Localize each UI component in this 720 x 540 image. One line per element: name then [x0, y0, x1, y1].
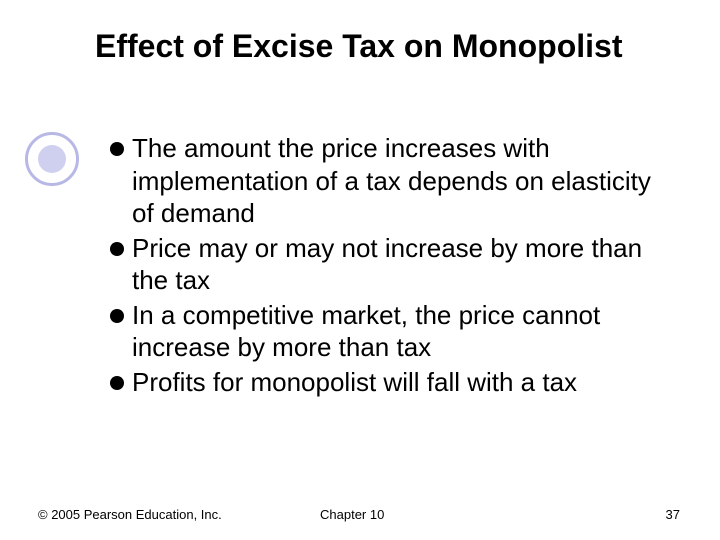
- list-item: Price may or may not increase by more th…: [110, 232, 670, 297]
- bullet-text: Price may or may not increase by more th…: [132, 232, 670, 297]
- footer-page: 37: [666, 507, 680, 522]
- list-item: In a competitive market, the price canno…: [110, 299, 670, 364]
- bullet-icon: [110, 309, 124, 323]
- bullet-text: The amount the price increases with impl…: [132, 132, 670, 230]
- slide: Effect of Excise Tax on Monopolist The a…: [0, 0, 720, 540]
- bullet-text: In a competitive market, the price canno…: [132, 299, 670, 364]
- list-item: Profits for monopolist will fall with a …: [110, 366, 670, 399]
- bullet-icon: [110, 242, 124, 256]
- bullet-list: The amount the price increases with impl…: [110, 132, 670, 400]
- slide-title: Effect of Excise Tax on Monopolist: [95, 28, 655, 65]
- footer-chapter: Chapter 10: [320, 507, 384, 522]
- decor-disc-icon: [38, 145, 66, 173]
- bullet-icon: [110, 376, 124, 390]
- list-item: The amount the price increases with impl…: [110, 132, 670, 230]
- bullet-icon: [110, 142, 124, 156]
- footer-copyright: © 2005 Pearson Education, Inc.: [38, 507, 222, 522]
- bullet-text: Profits for monopolist will fall with a …: [132, 366, 577, 399]
